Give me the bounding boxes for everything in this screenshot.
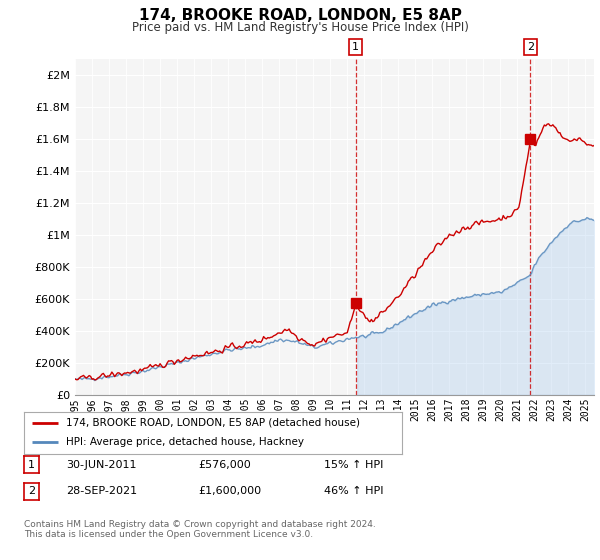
- Text: 174, BROOKE ROAD, LONDON, E5 8AP (detached house): 174, BROOKE ROAD, LONDON, E5 8AP (detach…: [65, 418, 359, 428]
- Text: 1: 1: [28, 460, 35, 470]
- Text: Contains HM Land Registry data © Crown copyright and database right 2024.
This d: Contains HM Land Registry data © Crown c…: [24, 520, 376, 539]
- Text: Price paid vs. HM Land Registry's House Price Index (HPI): Price paid vs. HM Land Registry's House …: [131, 21, 469, 34]
- Text: 28-SEP-2021: 28-SEP-2021: [66, 486, 137, 496]
- Text: £1,600,000: £1,600,000: [198, 486, 261, 496]
- Text: HPI: Average price, detached house, Hackney: HPI: Average price, detached house, Hack…: [65, 437, 304, 447]
- Text: 174, BROOKE ROAD, LONDON, E5 8AP: 174, BROOKE ROAD, LONDON, E5 8AP: [139, 8, 461, 24]
- Text: 2: 2: [527, 42, 534, 52]
- Text: 46% ↑ HPI: 46% ↑ HPI: [324, 486, 383, 496]
- Text: 15% ↑ HPI: 15% ↑ HPI: [324, 460, 383, 470]
- Text: £576,000: £576,000: [198, 460, 251, 470]
- Text: 1: 1: [352, 42, 359, 52]
- Text: 2: 2: [28, 486, 35, 496]
- Text: 30-JUN-2011: 30-JUN-2011: [66, 460, 137, 470]
